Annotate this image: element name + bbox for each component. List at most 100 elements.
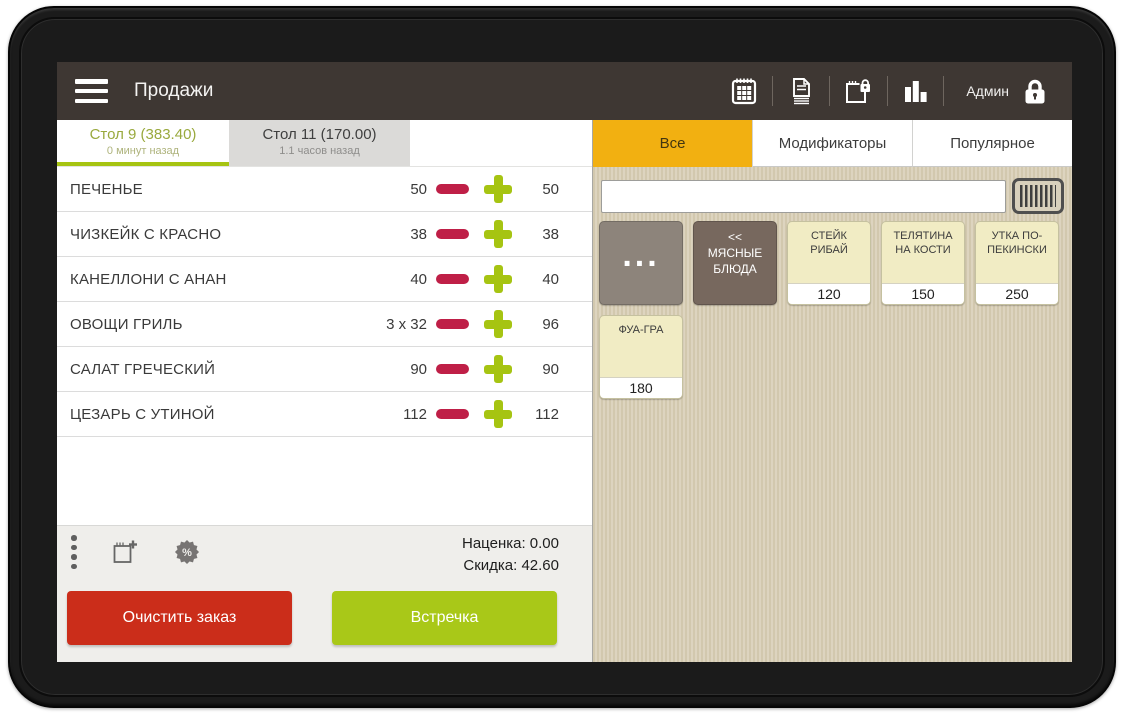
item-name: ЦЕЗАРЬ С УТИНОЙ [70, 405, 215, 423]
item-total: 90 [542, 360, 559, 378]
category-label: << МЯСНЫЕ БЛЮДА [707, 230, 763, 276]
order-tab-label: Стол 9 (383.40) [89, 126, 197, 143]
product-label: ФУА-ГРА [618, 324, 664, 336]
order-item-list: ПЕЧЕНЬЕ 50 50 ЧИЗКЕЙК С КРАСНО 38 38 [57, 167, 592, 437]
item-qty: 50 [410, 180, 427, 198]
order-row[interactable]: КАНЕЛЛОНИ С АНАН 40 40 [57, 257, 592, 302]
increase-button[interactable] [477, 257, 519, 301]
item-name: ПЕЧЕНЬЕ [70, 180, 143, 198]
tablet-frame: Продажи [8, 6, 1116, 708]
plus-icon [484, 400, 512, 428]
minus-icon [435, 274, 469, 284]
decrease-button[interactable] [427, 257, 477, 301]
item-total: 112 [535, 405, 559, 423]
discount-button[interactable]: % [173, 538, 201, 566]
order-row[interactable]: ЧИЗКЕЙК С КРАСНО 38 38 [57, 212, 592, 257]
decrease-button[interactable] [427, 302, 477, 346]
item-qty: 38 [410, 225, 427, 243]
catalog-tab-modifiers[interactable]: Модификаторы [753, 120, 913, 167]
minus-icon [435, 364, 469, 374]
product-tile[interactable]: ФУА-ГРА 180 [599, 315, 683, 399]
search-input[interactable] [601, 179, 1006, 213]
product-tile[interactable]: ТЕЛЯТИНА НА КОСТИ 150 [881, 221, 965, 305]
decrease-button[interactable] [427, 347, 477, 391]
user-name: Админ [966, 83, 1009, 99]
plus-icon [484, 175, 512, 203]
product-label: УТКА ПО-ПЕКИНСКИ [987, 230, 1047, 256]
order-tab-sublabel: 0 минут назад [106, 145, 180, 157]
catalog-tab-all[interactable]: Все [593, 120, 753, 167]
locked-order-icon [846, 79, 871, 103]
item-qty: 90 [410, 360, 427, 378]
receipts-icon [793, 78, 811, 105]
increase-button[interactable] [477, 212, 519, 256]
meeting-button[interactable]: Встречка [332, 591, 557, 645]
item-qty: 40 [410, 270, 427, 288]
plus-icon [484, 355, 512, 383]
order-tab-label: Стол 11 (170.00) [262, 126, 377, 143]
increase-button[interactable] [477, 347, 519, 391]
plus-icon [484, 310, 512, 338]
product-price: 120 [788, 283, 870, 304]
increase-button[interactable] [477, 392, 519, 436]
hamburger-menu-icon[interactable] [75, 79, 108, 103]
numpad-button[interactable] [716, 77, 772, 105]
top-bar-actions: Админ [716, 76, 1072, 106]
minus-icon [435, 184, 469, 194]
order-row[interactable]: САЛАТ ГРЕЧЕСКИЙ 90 90 [57, 347, 592, 392]
increase-button[interactable] [477, 302, 519, 346]
page-title: Продажи [134, 80, 214, 101]
minus-icon [435, 229, 469, 239]
receipts-button[interactable] [773, 77, 829, 105]
divider [887, 76, 889, 106]
discount-total: Скидка: 42.60 [463, 557, 559, 574]
order-row[interactable]: ЦЕЗАРЬ С УТИНОЙ 112 112 [57, 392, 592, 437]
barcode-scan-button[interactable] [1012, 178, 1064, 214]
product-price: 180 [600, 377, 682, 398]
order-summary: Наценка: 0.00 Скидка: 42.60 [462, 533, 559, 577]
order-tab-table-9[interactable]: Стол 9 (383.40) 0 минут назад [57, 120, 229, 166]
add-order-icon [113, 540, 137, 563]
order-panel: Стол 9 (383.40) 0 минут назад Стол 11 (1… [57, 120, 593, 662]
item-name: ЧИЗКЕЙК С КРАСНО [70, 225, 222, 243]
item-name: КАНЕЛЛОНИ С АНАН [70, 270, 227, 288]
catalog-tab-bar: Все Модификаторы Популярное [593, 120, 1072, 167]
barcode-icon [1020, 185, 1056, 207]
more-categories-tile[interactable]: ... [599, 221, 683, 305]
item-name: САЛАТ ГРЕЧЕСКИЙ [70, 360, 216, 378]
divider [829, 76, 831, 106]
category-back-tile[interactable]: << МЯСНЫЕ БЛЮДА [693, 221, 777, 305]
locked-order-button[interactable] [830, 77, 887, 105]
reports-icon [905, 80, 927, 102]
product-tile[interactable]: СТЕЙК РИБАЙ 120 [787, 221, 871, 305]
product-label: ТЕЛЯТИНА НА КОСТИ [893, 230, 953, 256]
order-empty-space [57, 437, 592, 525]
product-tile[interactable]: УТКА ПО-ПЕКИНСКИ 250 [975, 221, 1059, 305]
minus-icon [435, 319, 469, 329]
item-total: 40 [542, 270, 559, 288]
clear-order-button[interactable]: Очистить заказ [67, 591, 292, 645]
catalog-tab-popular[interactable]: Популярное [913, 120, 1072, 167]
increase-button[interactable] [477, 167, 519, 211]
decrease-button[interactable] [427, 392, 477, 436]
user-menu[interactable]: Админ [966, 77, 1050, 105]
item-qty: 3 x 32 [386, 315, 427, 333]
lock-icon [1025, 79, 1045, 104]
product-price: 150 [882, 283, 964, 304]
divider [772, 76, 774, 106]
decrease-button[interactable] [427, 167, 477, 211]
product-label: СТЕЙК РИБАЙ [810, 230, 848, 256]
item-qty: 112 [403, 405, 427, 423]
decrease-button[interactable] [427, 212, 477, 256]
order-tab-table-11[interactable]: Стол 11 (170.00) 1.1 часов назад [229, 120, 410, 166]
new-order-button[interactable] [111, 539, 139, 566]
svg-text:%: % [182, 547, 192, 559]
order-row[interactable]: ОВОЩИ ГРИЛЬ 3 x 32 96 [57, 302, 592, 347]
top-bar: Продажи [57, 62, 1072, 120]
plus-icon [484, 220, 512, 248]
order-footer: % Наценка: 0.00 Скидка: 42.60 Очистить з… [57, 525, 592, 662]
reports-button[interactable] [888, 78, 943, 105]
more-options-icon[interactable] [71, 535, 77, 569]
order-tab-bar: Стол 9 (383.40) 0 минут назад Стол 11 (1… [57, 120, 592, 167]
order-row[interactable]: ПЕЧЕНЬЕ 50 50 [57, 167, 592, 212]
